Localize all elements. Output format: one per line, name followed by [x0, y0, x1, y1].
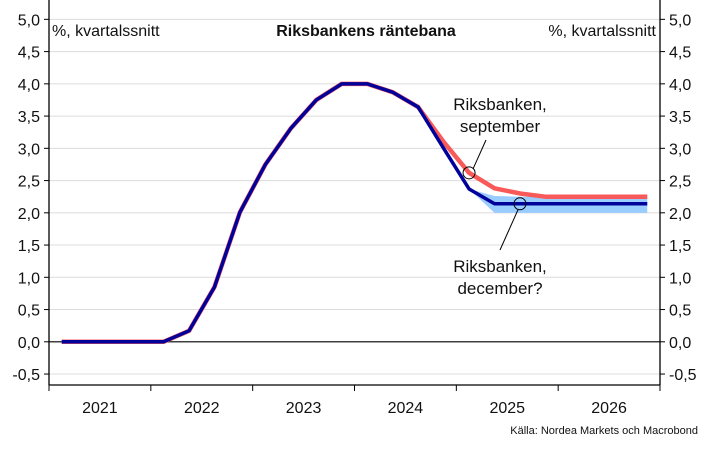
- y-tick-label-left: 4,0: [18, 77, 40, 94]
- annotation-label: december?: [457, 279, 542, 298]
- annotation-circle: [513, 197, 527, 211]
- forecast-band: [469, 188, 648, 213]
- y-tick-label-left: 2,0: [18, 206, 40, 223]
- y-tick-label-left: 4,5: [18, 45, 40, 62]
- y-tick-label-left: 3,0: [18, 141, 40, 158]
- y-tick-label-left: 1,5: [18, 238, 40, 255]
- x-tick-label: 2026: [591, 400, 627, 417]
- y-tick-label-left: 0,5: [18, 303, 40, 320]
- chart-title: Riksbankens räntebana: [276, 23, 456, 40]
- y-tick-label-right: 4,5: [669, 45, 691, 62]
- y-tick-label-right: 1,5: [669, 238, 691, 255]
- y-tick-label-left: 1,0: [18, 270, 40, 287]
- y-tick-label-left: 3,5: [18, 109, 40, 126]
- annotation-circle: [462, 166, 476, 180]
- forecast-interval-band: [469, 188, 648, 213]
- y-tick-label-right: 4,0: [669, 77, 691, 94]
- annotation-leader: [499, 209, 519, 251]
- y-tick-label-right: 3,5: [669, 109, 691, 126]
- annotation-label: Riksbanken,: [453, 257, 547, 276]
- x-tick-label: 2022: [184, 400, 220, 417]
- x-tick-label: 2021: [82, 400, 118, 417]
- series-lines: [61, 81, 648, 345]
- x-tick-label: 2025: [489, 400, 525, 417]
- annotation-label: Riksbanken,: [453, 95, 547, 114]
- y-tick-label-right: 2,5: [669, 174, 691, 191]
- source-note: Källa: Nordea Markets och Macrobond: [510, 425, 698, 437]
- x-tick-label: 2023: [286, 400, 322, 417]
- y-tick-label-right: 1,0: [669, 270, 691, 287]
- y-tick-label-right: 3,0: [669, 141, 691, 158]
- annotation-leader: [472, 139, 487, 170]
- y-tick-label-right: 0,0: [669, 335, 691, 352]
- y-tick-label-right: 5,0: [669, 12, 691, 29]
- y-tick-label-left: 5,0: [18, 12, 40, 29]
- annotations: Riksbanken, september Riksbanken, december?: [453, 95, 547, 298]
- y-tick-label-left: 0,0: [18, 335, 40, 352]
- y-tick-label-right: 2,0: [669, 206, 691, 223]
- y-tick-label-right: -0,5: [669, 367, 697, 384]
- axes: 5,0 5,0 4,5 4,5 4,0 4,0 3,5 3,5 3,0 3,0 2,5 2,5 2,0 2…: [12, 0, 697, 417]
- annotation-label: september: [460, 117, 541, 136]
- y-tick-label-left: 2,5: [18, 174, 40, 191]
- x-tick-label: 2024: [388, 400, 424, 417]
- y-tick-label-right: 0,5: [669, 303, 691, 320]
- series-line-december: [61, 82, 648, 344]
- y-axis-label-left: %, kvartalssnitt: [52, 23, 160, 40]
- y-axis-label-right: %, kvartalssnitt: [548, 23, 656, 40]
- y-tick-label-left: -0,5: [12, 367, 40, 384]
